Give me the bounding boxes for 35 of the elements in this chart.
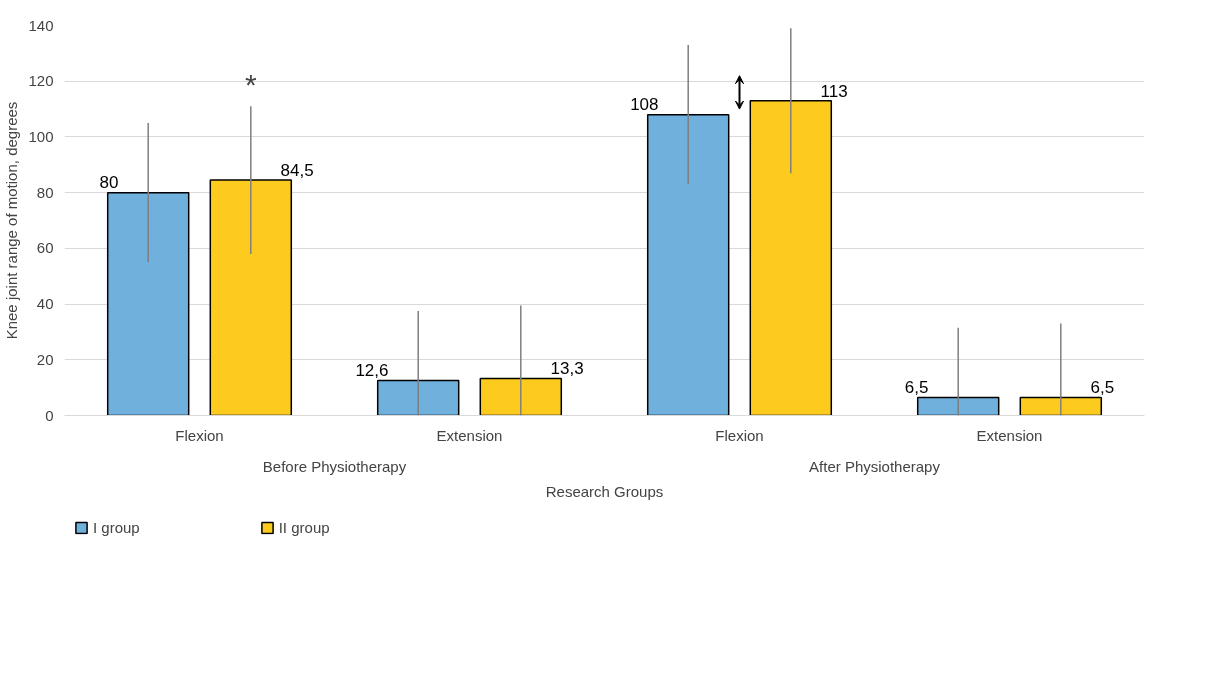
bar	[376, 379, 460, 416]
data-label: 6,5	[1090, 378, 1115, 398]
data-label: 6,5	[904, 378, 929, 398]
y-axis-title: Knee joint range of motion, degrees	[3, 101, 21, 340]
bar	[479, 377, 563, 416]
y-tick-label: 120	[28, 72, 54, 90]
bar	[209, 179, 293, 416]
x-tick-label: Flexion	[175, 426, 224, 444]
annotation: *	[244, 67, 257, 101]
y-tick-label: 140	[28, 16, 54, 34]
bar	[1019, 396, 1103, 416]
y-tick-label: 80	[36, 183, 54, 201]
data-label: 13,3	[550, 359, 584, 379]
y-tick-label: 40	[36, 295, 54, 313]
data-label: 84,5	[280, 160, 314, 180]
y-tick-label: 0	[45, 406, 54, 424]
bar	[106, 191, 190, 416]
x-tick-label: Flexion	[715, 426, 764, 444]
bar	[749, 99, 833, 416]
legend-label: II group	[278, 518, 330, 536]
bar	[916, 396, 1000, 416]
data-label: 80	[99, 173, 119, 193]
x-tick-label: Extension	[976, 426, 1043, 444]
data-label: 113	[820, 81, 848, 101]
x-tick-label: Extension	[436, 426, 503, 444]
y-tick-label: 60	[36, 239, 54, 257]
text: After Physiotherapy	[809, 457, 941, 475]
bar	[646, 113, 730, 416]
x-axis-title: Research Groups	[545, 482, 664, 500]
data-label: 108	[630, 95, 659, 115]
y-tick-label: 20	[36, 350, 54, 368]
legend-label: I group	[93, 518, 140, 536]
text: Before Physiotherapy	[262, 457, 407, 475]
y-tick-label: 100	[28, 127, 54, 145]
data-label: 12,6	[355, 361, 389, 381]
